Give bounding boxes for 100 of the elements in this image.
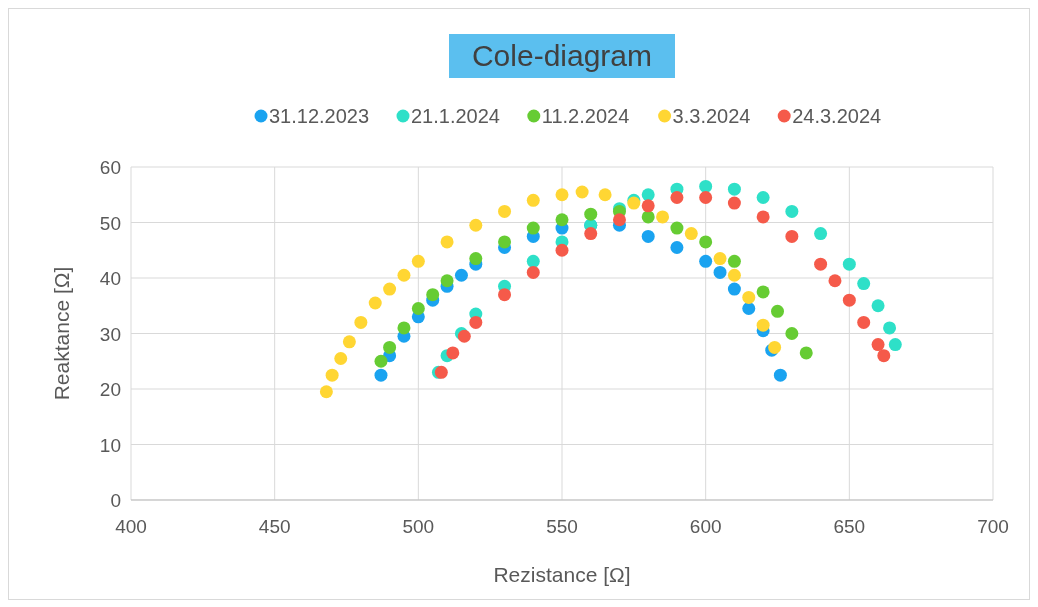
point — [469, 218, 483, 232]
point — [498, 204, 512, 218]
y-tick-label: 10 — [99, 434, 121, 456]
point — [727, 282, 741, 296]
point — [641, 229, 655, 243]
point — [426, 288, 440, 302]
x-axis-title: Rezistance [Ω] — [493, 563, 631, 586]
y-tick-label: 20 — [99, 379, 121, 400]
x-tick-label: 550 — [546, 516, 578, 537]
point — [699, 179, 713, 193]
point — [454, 268, 468, 282]
point — [785, 327, 799, 340]
point — [325, 368, 339, 382]
point — [814, 227, 828, 241]
point — [871, 338, 885, 352]
point — [555, 243, 569, 257]
point — [354, 315, 368, 329]
legend-label: 24.3.2024 — [792, 105, 882, 127]
point — [641, 210, 655, 224]
point — [498, 235, 512, 249]
point — [446, 346, 460, 360]
y-tick-label: 60 — [99, 157, 121, 178]
point — [699, 254, 713, 268]
x-tick-label: 500 — [402, 516, 435, 537]
point — [397, 268, 411, 282]
point — [641, 188, 655, 202]
point — [670, 240, 684, 254]
legend-label: 11.2.2024 — [541, 105, 630, 127]
point — [342, 335, 356, 349]
x-tick-label: 650 — [833, 516, 866, 537]
point — [814, 257, 828, 271]
point — [334, 351, 348, 365]
point — [877, 349, 891, 363]
point — [469, 315, 483, 329]
point — [756, 210, 770, 224]
point — [842, 257, 856, 271]
point — [411, 254, 425, 268]
y-tick-label: 0 — [110, 490, 121, 511]
chart-title: Cole-diagram — [471, 39, 653, 72]
point — [440, 274, 454, 288]
point — [727, 268, 741, 282]
point — [526, 265, 540, 279]
y-axis-title: Reaktance [Ω] — [50, 266, 73, 401]
x-tick-label: 400 — [115, 516, 147, 537]
point — [828, 274, 842, 288]
point — [888, 338, 902, 352]
legend-label: 31.12.2023 — [269, 105, 370, 127]
y-tick-label: 50 — [99, 212, 121, 234]
point — [771, 304, 784, 318]
point — [756, 318, 770, 332]
point — [656, 210, 670, 224]
point — [785, 204, 799, 218]
point — [713, 252, 727, 266]
point — [411, 302, 425, 316]
x-tick-label: 450 — [258, 516, 291, 537]
point — [670, 221, 684, 235]
point — [699, 191, 713, 205]
point — [374, 368, 388, 382]
point — [526, 221, 540, 235]
point — [374, 354, 388, 368]
x-tick-label: 600 — [689, 516, 722, 537]
point — [526, 193, 540, 207]
point — [742, 302, 756, 316]
point — [383, 282, 397, 296]
point — [773, 368, 787, 382]
point — [727, 196, 741, 210]
point — [526, 254, 540, 268]
point — [670, 191, 684, 205]
point — [612, 213, 626, 227]
y-tick-label: 40 — [99, 268, 121, 289]
point — [498, 288, 512, 302]
point — [699, 235, 713, 249]
point — [555, 188, 569, 202]
point — [319, 385, 333, 399]
point — [397, 321, 411, 335]
point — [785, 229, 799, 243]
point — [727, 254, 741, 268]
point — [857, 315, 871, 329]
point — [857, 277, 871, 291]
y-tick-label: 30 — [99, 323, 121, 345]
point — [641, 199, 655, 213]
point — [584, 227, 598, 241]
point — [756, 191, 770, 205]
point — [799, 346, 813, 360]
point — [469, 252, 483, 266]
legend-label: 3.3.2024 — [672, 105, 751, 127]
point — [713, 265, 727, 279]
x-tick-label: 700 — [977, 516, 1009, 537]
point — [883, 321, 897, 335]
point — [584, 207, 598, 221]
legend-label: 21.1.2024 — [411, 105, 500, 127]
point — [368, 296, 382, 310]
point — [742, 290, 756, 304]
point — [756, 285, 770, 299]
point — [842, 293, 856, 307]
point — [575, 185, 589, 199]
point — [440, 235, 454, 249]
point — [555, 213, 569, 227]
point — [727, 182, 741, 196]
point — [598, 188, 612, 202]
